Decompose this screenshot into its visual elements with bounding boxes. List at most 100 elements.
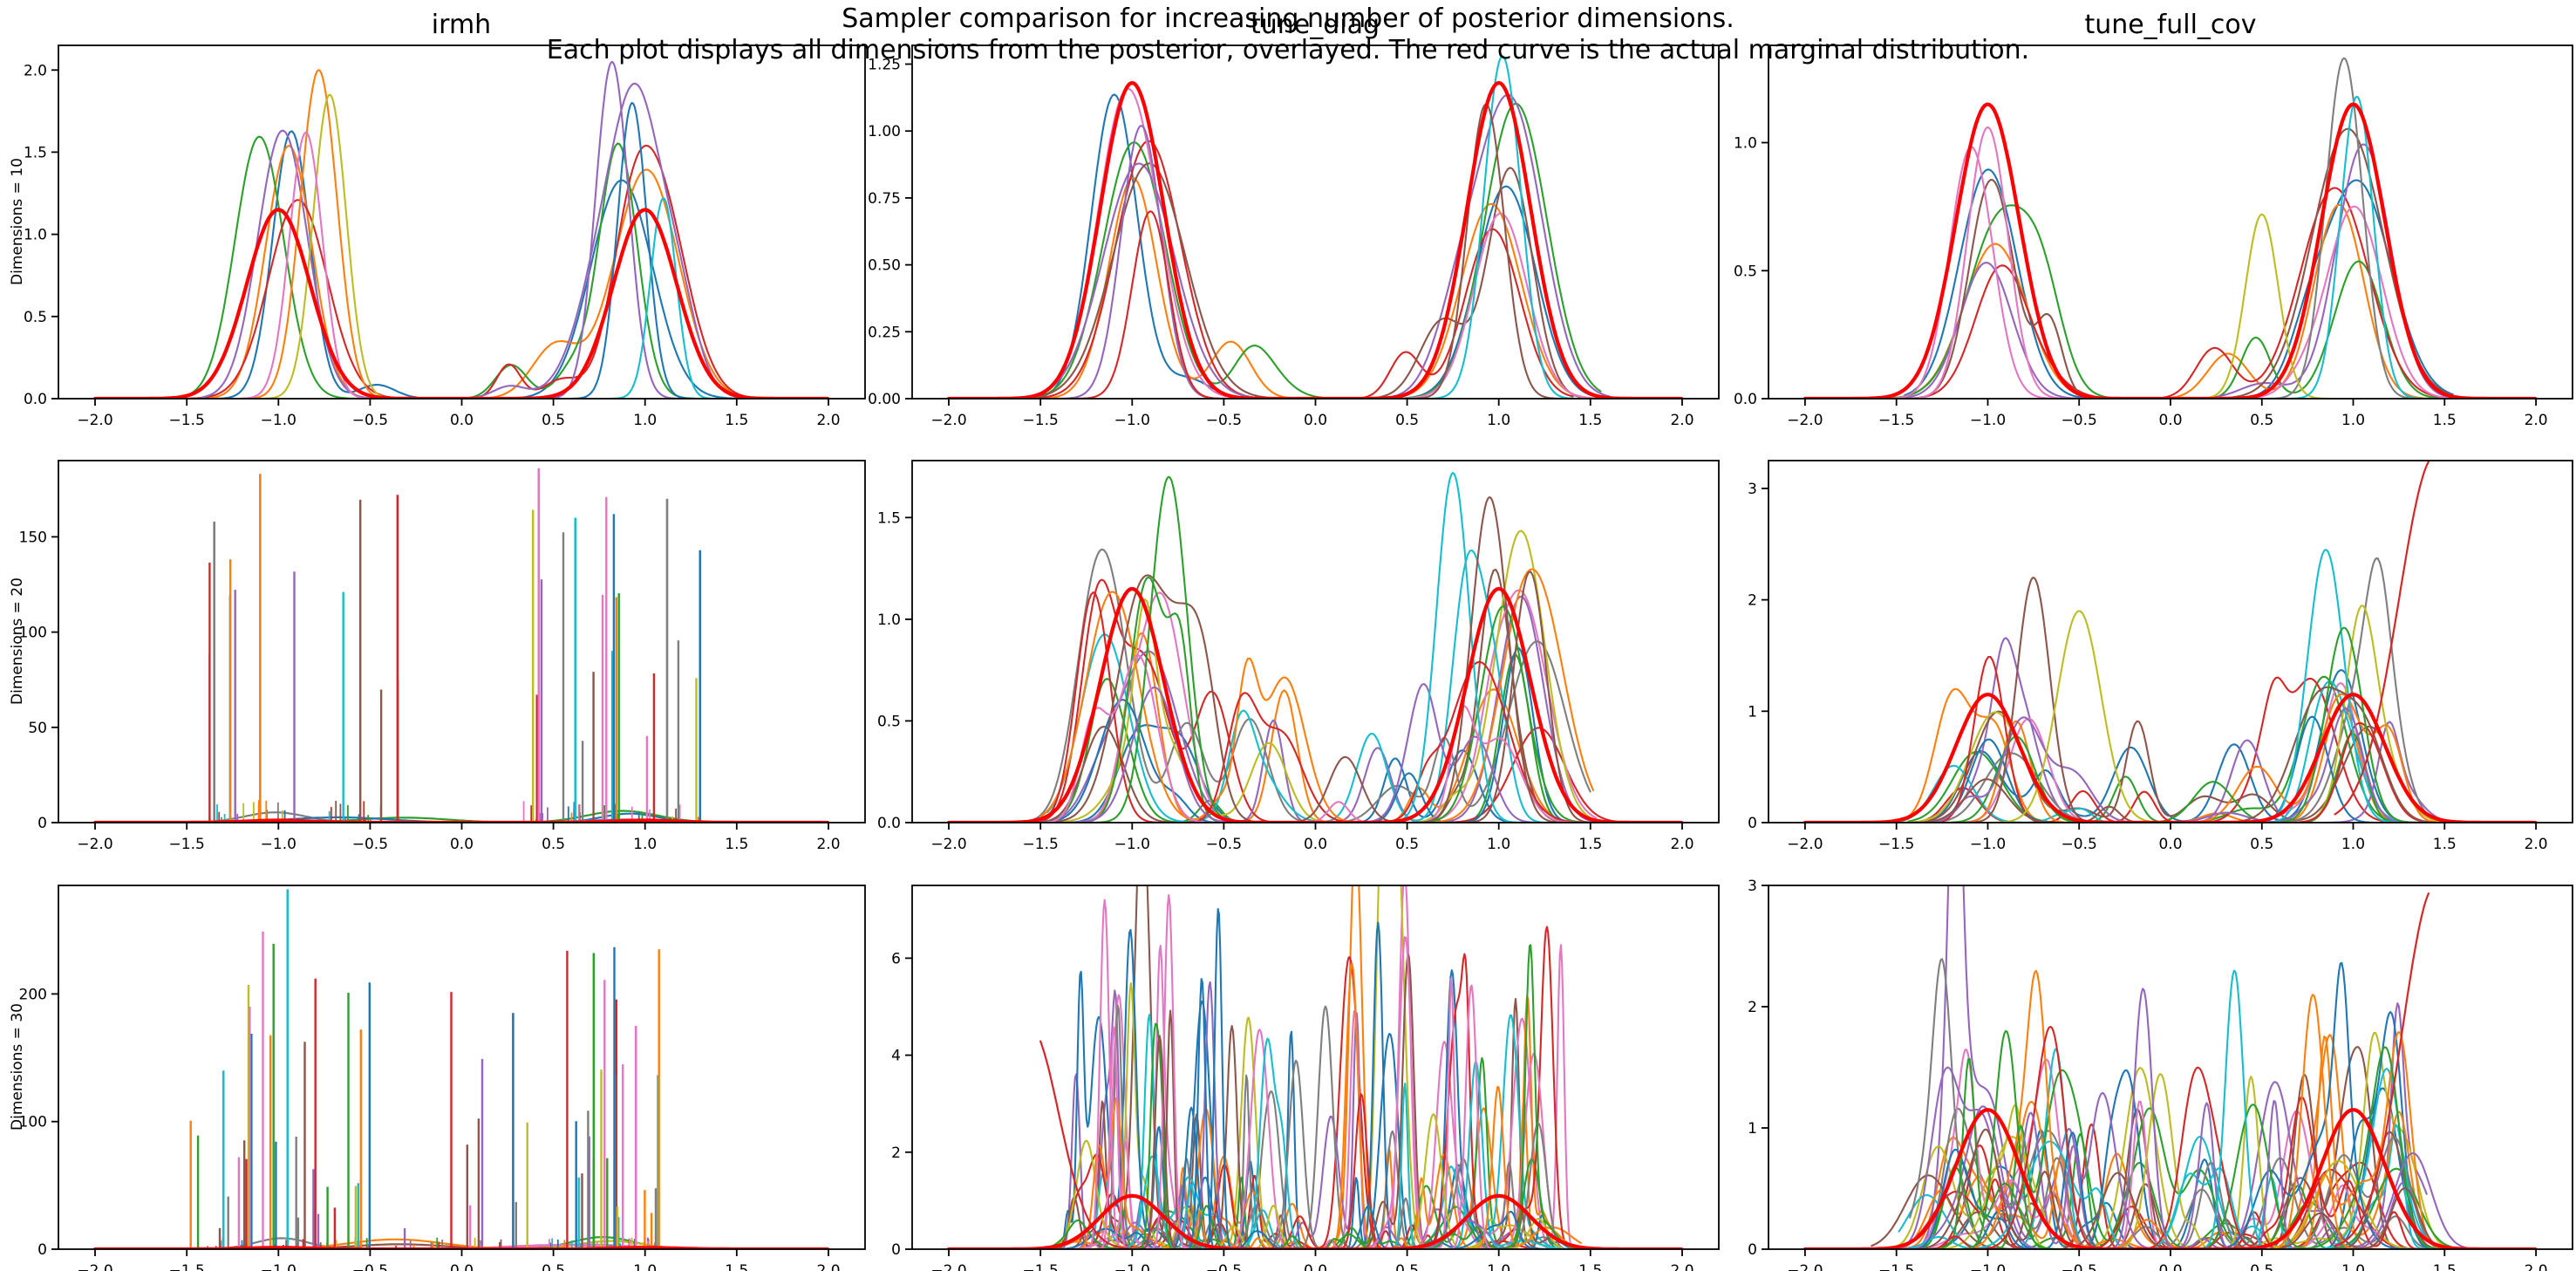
panel-tune_diag-dims-10 bbox=[946, 55, 1684, 399]
x-tick-label: −0.5 bbox=[352, 412, 388, 429]
kde-notable-curve bbox=[2239, 57, 2449, 399]
y-tick-label: 2 bbox=[1748, 592, 1757, 610]
kde-curve bbox=[1005, 683, 1591, 823]
true-marginal-curve bbox=[1803, 102, 2538, 399]
x-tick-label: 1.0 bbox=[1487, 836, 1510, 853]
x-tick-label: −1.5 bbox=[1023, 1262, 1059, 1271]
x-tick-label: 1.5 bbox=[725, 412, 748, 429]
kde-curve bbox=[1875, 655, 2437, 823]
kde-curve bbox=[1015, 140, 1574, 399]
kde-notable-curve bbox=[2067, 987, 2218, 1249]
y-tick-label: 4 bbox=[891, 1048, 901, 1065]
x-tick-label: 0.5 bbox=[1395, 1262, 1419, 1271]
y-tick-label: 2 bbox=[891, 1145, 901, 1162]
kde-curve bbox=[1022, 591, 1620, 823]
x-tick-label: −1.5 bbox=[1878, 412, 1914, 429]
kde-curve bbox=[1877, 680, 2438, 823]
kde-notable-curve bbox=[1030, 125, 1252, 399]
kde-curve bbox=[1047, 93, 1611, 399]
kde-notable-curve bbox=[2158, 969, 2310, 1249]
x-tick-label: 0.5 bbox=[1395, 412, 1419, 429]
y-tick-label: 0 bbox=[37, 815, 47, 832]
kde-curve bbox=[999, 926, 1611, 1249]
kde-notable-curve bbox=[1924, 1029, 2088, 1249]
x-tick-label: −1.0 bbox=[1970, 412, 2006, 429]
runaway-curve bbox=[1039, 1040, 1133, 1249]
suptitle-line2: Each plot displays all dimensions from t… bbox=[546, 35, 2030, 65]
axes-frame bbox=[911, 44, 1720, 400]
column-title-tune-diag: tune_diag bbox=[1250, 10, 1380, 40]
x-tick-label: 0.5 bbox=[542, 1262, 565, 1271]
suptitle-line1: Sampler comparison for increasing number… bbox=[842, 3, 1734, 34]
y-tick-label: 0.75 bbox=[868, 190, 901, 208]
true-marginal-curve bbox=[92, 208, 830, 399]
x-tick-label: 1.0 bbox=[1487, 1262, 1510, 1271]
x-tick-label: 2.0 bbox=[2525, 836, 2548, 853]
x-tick-label: 1.0 bbox=[2341, 836, 2365, 853]
x-tick-label: −2.0 bbox=[77, 836, 112, 853]
panel-tune_diag-dims-20 bbox=[946, 472, 1684, 823]
kde-curve bbox=[167, 144, 766, 399]
x-tick-label: 1.5 bbox=[1578, 836, 1602, 853]
x-tick-label: −0.5 bbox=[1206, 1262, 1242, 1271]
kde-notable-curve bbox=[1407, 984, 1536, 1249]
kde-notable-curve bbox=[2231, 994, 2395, 1249]
kde-curve bbox=[1912, 187, 2455, 399]
y-tick-label: 6 bbox=[891, 950, 901, 967]
y-tick-label: 0.0 bbox=[24, 391, 47, 408]
y-tick-label: 0.25 bbox=[868, 324, 901, 341]
x-tick-label: 2.0 bbox=[2525, 1262, 2548, 1271]
kde-curve bbox=[1004, 93, 1622, 399]
x-tick-label: −1.0 bbox=[261, 412, 296, 429]
x-tick-label: −1.0 bbox=[1114, 1262, 1150, 1271]
kde-notable-curve bbox=[576, 197, 751, 399]
column-title-tune-full-cov: tune_full_cov bbox=[2084, 10, 2257, 40]
x-tick-label: 2.0 bbox=[1670, 412, 1693, 429]
x-tick-label: 0.0 bbox=[1304, 1262, 1327, 1271]
kde-notable-curve bbox=[1098, 1035, 1220, 1249]
y-tick-label: 2.0 bbox=[24, 62, 47, 79]
row-label-dimensions-30: Dimensions = 30 bbox=[9, 1003, 26, 1131]
x-tick-label: 0.5 bbox=[542, 836, 565, 853]
column-title-irmh: irmh bbox=[431, 10, 492, 40]
y-tick-label: 1 bbox=[1748, 703, 1757, 721]
x-tick-label: 1.5 bbox=[2433, 1262, 2457, 1271]
axes-frame bbox=[1768, 44, 2573, 400]
x-tick-label: 0.5 bbox=[2250, 412, 2273, 429]
y-tick-label: 0 bbox=[1748, 1241, 1757, 1259]
x-tick-label: 0.0 bbox=[450, 412, 474, 429]
y-tick-label: 1.5 bbox=[24, 144, 47, 161]
x-tick-label: 1.5 bbox=[1578, 1262, 1602, 1271]
kde-curve bbox=[1046, 549, 1575, 823]
kde-notable-curve bbox=[213, 69, 424, 399]
x-tick-label: 1.5 bbox=[2433, 412, 2457, 429]
y-tick-label: 0.50 bbox=[868, 257, 901, 275]
row-label-dimensions-10: Dimensions = 10 bbox=[9, 158, 26, 285]
x-tick-label: −0.5 bbox=[1206, 836, 1242, 853]
kde-curve bbox=[1876, 1046, 2483, 1249]
y-tick-label: 0 bbox=[1748, 815, 1757, 832]
kde-curve bbox=[1891, 146, 2468, 399]
x-tick-label: −0.5 bbox=[352, 1262, 388, 1271]
kde-curve bbox=[1857, 715, 2487, 823]
axes-frame bbox=[1768, 460, 2573, 823]
x-tick-label: 2.0 bbox=[816, 836, 840, 853]
x-tick-label: −0.5 bbox=[1206, 412, 1242, 429]
x-tick-label: 1.0 bbox=[2341, 1262, 2365, 1271]
kde-curve bbox=[1859, 557, 2467, 823]
x-tick-label: 0.5 bbox=[2250, 836, 2273, 853]
x-tick-label: −1.5 bbox=[1878, 1262, 1914, 1271]
runaway-curve bbox=[2334, 461, 2429, 816]
true-marginal-curve bbox=[946, 80, 1684, 399]
x-tick-label: −2.0 bbox=[77, 1262, 112, 1271]
y-tick-label: 2 bbox=[1748, 999, 1757, 1016]
kde-notable-curve bbox=[1055, 1026, 1172, 1249]
x-tick-label: −1.5 bbox=[169, 836, 205, 853]
y-tick-label: 0.5 bbox=[24, 309, 47, 326]
panel-tune_full_cov-dims-10 bbox=[1803, 57, 2538, 399]
x-tick-label: −1.5 bbox=[169, 1262, 205, 1271]
kde-curve bbox=[1005, 571, 1600, 823]
y-tick-label: 0 bbox=[37, 1241, 47, 1259]
kde-notable-curve bbox=[1384, 495, 1595, 823]
